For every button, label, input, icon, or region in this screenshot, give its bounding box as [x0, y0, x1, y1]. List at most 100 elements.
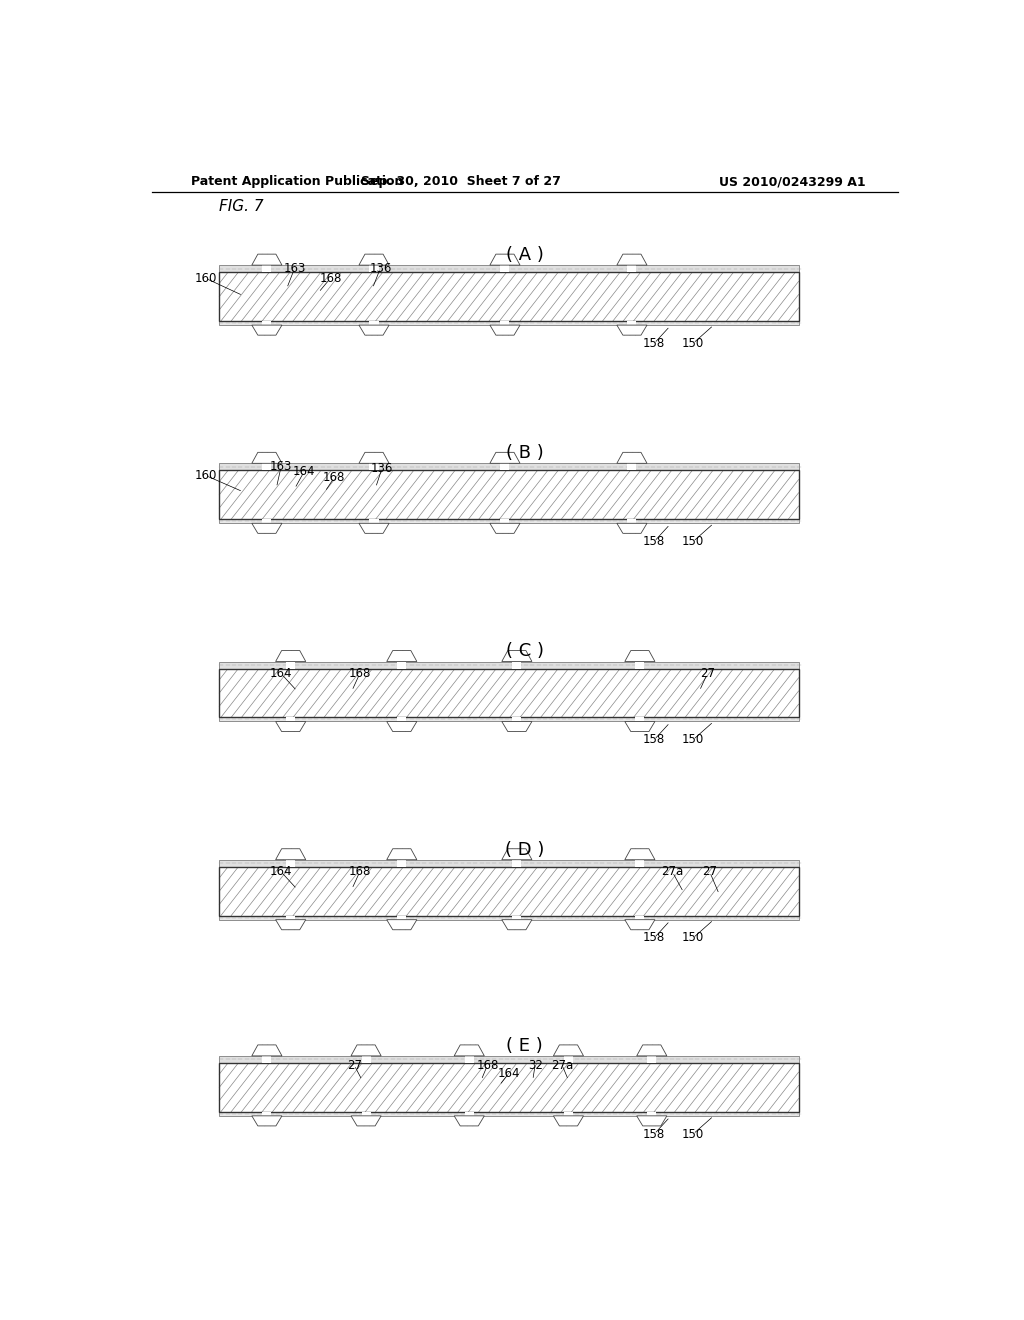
Polygon shape: [455, 1115, 484, 1126]
Polygon shape: [359, 325, 389, 335]
Polygon shape: [275, 722, 306, 731]
Polygon shape: [351, 1045, 381, 1056]
Bar: [512, 916, 521, 920]
Text: ( B ): ( B ): [506, 444, 544, 462]
Text: 136: 136: [371, 462, 393, 475]
Bar: [501, 519, 510, 523]
Text: 158: 158: [643, 932, 666, 945]
Text: 168: 168: [324, 471, 345, 484]
Polygon shape: [616, 325, 647, 335]
Bar: [564, 1111, 573, 1115]
Polygon shape: [387, 722, 417, 731]
Polygon shape: [387, 651, 417, 661]
Text: 168: 168: [348, 866, 371, 878]
Bar: [262, 1056, 271, 1063]
Polygon shape: [637, 1115, 667, 1126]
Polygon shape: [455, 1045, 484, 1056]
Polygon shape: [275, 920, 306, 929]
Text: ( D ): ( D ): [505, 841, 545, 858]
Bar: [219, 265, 799, 272]
Bar: [628, 265, 637, 272]
Bar: [361, 1111, 371, 1115]
Polygon shape: [553, 1045, 584, 1056]
Polygon shape: [359, 255, 389, 265]
Bar: [635, 718, 644, 722]
Bar: [219, 859, 799, 867]
Bar: [465, 1056, 474, 1063]
Polygon shape: [252, 325, 282, 335]
Text: 27a: 27a: [551, 1059, 573, 1072]
Bar: [397, 916, 407, 920]
Polygon shape: [637, 1045, 667, 1056]
Bar: [262, 519, 271, 523]
Bar: [219, 470, 799, 519]
Text: 160: 160: [195, 469, 217, 482]
Text: 158: 158: [643, 1127, 666, 1140]
Bar: [370, 463, 379, 470]
Bar: [286, 916, 295, 920]
Polygon shape: [387, 920, 417, 929]
Bar: [465, 1111, 474, 1115]
Text: 150: 150: [682, 734, 705, 746]
Text: 27a: 27a: [662, 866, 684, 878]
Bar: [219, 916, 799, 920]
Text: 150: 150: [682, 932, 705, 945]
Text: ( A ): ( A ): [506, 246, 544, 264]
Text: 158: 158: [643, 734, 666, 746]
Text: 27: 27: [699, 667, 715, 680]
Text: US 2010/0243299 A1: US 2010/0243299 A1: [720, 176, 866, 189]
Polygon shape: [502, 849, 531, 859]
Bar: [370, 265, 379, 272]
Text: FIG. 7: FIG. 7: [219, 199, 264, 214]
Polygon shape: [351, 1115, 381, 1126]
Text: 164: 164: [293, 465, 315, 478]
Polygon shape: [625, 920, 655, 929]
Bar: [628, 321, 637, 325]
Text: 150: 150: [682, 535, 705, 548]
Text: 150: 150: [682, 1127, 705, 1140]
Bar: [219, 669, 799, 718]
Text: Patent Application Publication: Patent Application Publication: [191, 176, 403, 189]
Polygon shape: [252, 1115, 282, 1126]
Bar: [397, 718, 407, 722]
Text: ( E ): ( E ): [507, 1036, 543, 1055]
Polygon shape: [616, 523, 647, 533]
Polygon shape: [502, 920, 531, 929]
Bar: [219, 321, 799, 325]
Text: 27: 27: [702, 866, 717, 878]
Polygon shape: [553, 1115, 584, 1126]
Text: 158: 158: [643, 535, 666, 548]
Bar: [219, 519, 799, 523]
Text: 164: 164: [270, 667, 293, 680]
Polygon shape: [252, 1045, 282, 1056]
Bar: [564, 1056, 573, 1063]
Bar: [635, 859, 644, 867]
Bar: [370, 519, 379, 523]
Bar: [512, 718, 521, 722]
Bar: [501, 463, 510, 470]
Polygon shape: [489, 523, 520, 533]
Bar: [262, 463, 271, 470]
Bar: [262, 1111, 271, 1115]
Bar: [219, 1056, 799, 1063]
Bar: [219, 718, 799, 722]
Text: 160: 160: [195, 272, 217, 285]
Bar: [501, 265, 510, 272]
Bar: [370, 321, 379, 325]
Bar: [647, 1056, 656, 1063]
Polygon shape: [625, 849, 655, 859]
Polygon shape: [252, 255, 282, 265]
Bar: [635, 916, 644, 920]
Text: 168: 168: [348, 667, 371, 680]
Bar: [219, 661, 799, 669]
Polygon shape: [616, 255, 647, 265]
Polygon shape: [252, 523, 282, 533]
Text: 32: 32: [527, 1059, 543, 1072]
Polygon shape: [616, 453, 647, 463]
Text: 150: 150: [682, 337, 705, 350]
Bar: [219, 1063, 799, 1111]
Bar: [397, 859, 407, 867]
Text: 168: 168: [319, 272, 342, 285]
Bar: [219, 669, 799, 718]
Text: 136: 136: [370, 261, 391, 275]
